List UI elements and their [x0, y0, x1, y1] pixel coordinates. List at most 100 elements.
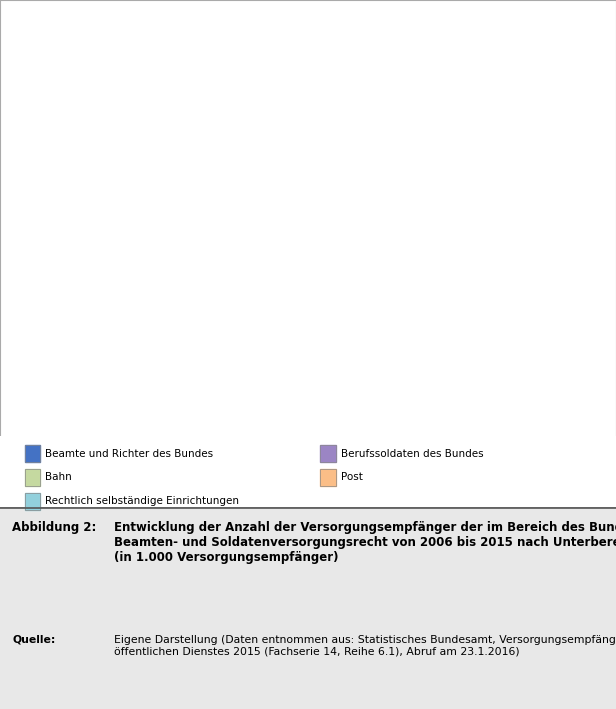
Bar: [448, 79, 485, 237]
Bar: [174, 68, 211, 223]
Text: 78,8: 78,8: [70, 408, 95, 418]
Bar: [320, 469, 336, 486]
Bar: [119, 67, 156, 220]
Bar: [393, 72, 431, 76]
Text: 205,6: 205,6: [177, 277, 208, 286]
Text: 89,9: 89,9: [345, 357, 369, 367]
Bar: [320, 445, 336, 462]
Text: 634,3: 634,3: [451, 63, 482, 73]
Bar: [557, 333, 595, 386]
Text: Eigene Darstellung (Daten entnommen aus: Statistisches Bundesamt, Versorgungsemp: Eigene Darstellung (Daten entnommen aus:…: [114, 635, 616, 656]
Bar: [503, 335, 540, 386]
Text: Berufssoldaten des Bundes: Berufssoldaten des Bundes: [341, 449, 484, 459]
Bar: [283, 388, 321, 436]
Text: 211,9: 211,9: [122, 276, 153, 286]
Text: 6,1: 6,1: [238, 63, 256, 73]
Text: 87,0: 87,0: [126, 361, 150, 371]
Bar: [25, 445, 40, 462]
Text: 84,5: 84,5: [290, 407, 315, 417]
Bar: [25, 493, 40, 510]
Text: 186,4: 186,4: [341, 279, 373, 289]
Bar: [503, 239, 540, 335]
Text: 270,2: 270,2: [67, 137, 99, 147]
Bar: [174, 389, 211, 436]
Text: 88,0: 88,0: [509, 406, 534, 416]
Text: 6,4: 6,4: [403, 69, 421, 79]
Bar: [229, 69, 266, 225]
Text: 650,9: 650,9: [232, 54, 263, 64]
Text: 6,5: 6,5: [348, 67, 366, 77]
Bar: [503, 79, 540, 83]
Bar: [64, 218, 102, 342]
Bar: [229, 66, 266, 69]
Bar: [64, 342, 102, 391]
Bar: [338, 74, 376, 230]
Text: 90,7: 90,7: [509, 355, 533, 365]
Text: 639,8: 639,8: [396, 60, 428, 70]
Bar: [119, 341, 156, 391]
Bar: [338, 70, 376, 74]
Text: 270,7: 270,7: [122, 139, 153, 149]
Bar: [119, 220, 156, 341]
Bar: [174, 223, 211, 340]
Bar: [557, 82, 595, 86]
Text: Bahn: Bahn: [45, 472, 71, 482]
Text: Rechtlich selbständige Einrichtungen: Rechtlich selbständige Einrichtungen: [45, 496, 239, 506]
Text: Quelle:: Quelle:: [12, 635, 55, 644]
Text: 89,0: 89,0: [564, 406, 588, 415]
Bar: [448, 335, 485, 386]
Bar: [174, 340, 211, 389]
Bar: [503, 386, 540, 436]
Bar: [320, 469, 336, 486]
Text: 90,6: 90,6: [455, 356, 479, 366]
Bar: [283, 72, 321, 228]
Text: 6,3: 6,3: [293, 65, 311, 75]
Text: 199,3: 199,3: [232, 277, 263, 286]
Text: 173,8: 173,8: [451, 281, 482, 291]
Text: 192,7: 192,7: [286, 278, 318, 288]
Text: 86,1: 86,1: [399, 406, 424, 417]
Text: 91,4: 91,4: [564, 354, 589, 364]
Bar: [338, 388, 376, 436]
Text: 89,2: 89,2: [290, 357, 314, 368]
Bar: [25, 445, 40, 462]
Bar: [320, 445, 336, 462]
Bar: [503, 83, 540, 239]
Bar: [557, 386, 595, 436]
Text: 85,2: 85,2: [344, 407, 370, 417]
Text: 86,8: 86,8: [454, 406, 479, 416]
Bar: [119, 391, 156, 436]
Text: 162,9: 162,9: [561, 282, 592, 292]
Bar: [283, 337, 321, 388]
Bar: [448, 386, 485, 436]
Text: Entwicklung der Anzahl der Versorgungsempfänger der im Bereich des Bundes nach
B: Entwicklung der Anzahl der Versorgungsem…: [114, 521, 616, 564]
Bar: [64, 61, 102, 65]
Text: 5,7: 5,7: [129, 60, 147, 70]
Text: 653,1: 653,1: [177, 52, 208, 63]
Bar: [64, 391, 102, 436]
Bar: [338, 337, 376, 388]
Text: 89,8: 89,8: [399, 357, 424, 367]
Text: Beamte und Richter des Bundes: Beamte und Richter des Bundes: [45, 449, 213, 459]
Text: 89,1: 89,1: [235, 358, 260, 369]
Text: 6,6: 6,6: [458, 72, 476, 82]
Bar: [393, 76, 431, 233]
Text: 276,2: 276,2: [341, 147, 373, 157]
Bar: [25, 493, 40, 510]
Bar: [174, 65, 211, 68]
Text: 644,1: 644,1: [341, 57, 373, 68]
Text: 180,6: 180,6: [396, 280, 428, 290]
Text: 659,9: 659,9: [67, 49, 99, 59]
Bar: [448, 237, 485, 335]
Text: 276,9: 276,9: [396, 150, 428, 160]
Text: 271,8: 271,8: [177, 140, 208, 150]
Bar: [64, 65, 102, 218]
Text: 6,6: 6,6: [74, 58, 92, 68]
Text: 83,4: 83,4: [235, 408, 260, 418]
Text: 5,9: 5,9: [184, 62, 201, 72]
Text: Post: Post: [341, 472, 363, 482]
Bar: [557, 86, 595, 241]
Text: 80,4: 80,4: [125, 408, 150, 418]
Bar: [25, 469, 40, 486]
Text: 6,9: 6,9: [567, 79, 585, 89]
